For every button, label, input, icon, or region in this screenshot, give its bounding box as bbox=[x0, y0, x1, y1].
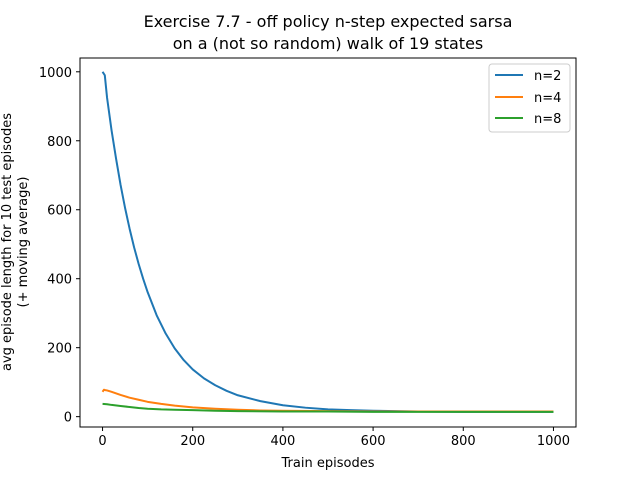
legend-label-n4: n=4 bbox=[534, 91, 561, 106]
x-tick-label: 200 bbox=[180, 434, 205, 449]
x-tick-label: 800 bbox=[451, 434, 476, 449]
y-tick-label: 400 bbox=[47, 273, 72, 288]
legend-label-n2: n=2 bbox=[534, 69, 561, 84]
y-tick-label: 600 bbox=[47, 204, 72, 219]
plot-series bbox=[101, 71, 554, 413]
x-tick-label: 1000 bbox=[537, 434, 570, 449]
chart-title-line-2: on a (not so random) walk of 19 states bbox=[173, 34, 484, 53]
x-axis-label: Train episodes bbox=[281, 456, 375, 471]
y-tick-label: 1000 bbox=[39, 66, 72, 81]
chart-title-line-1: Exercise 7.7 - off policy n-step expecte… bbox=[144, 12, 513, 31]
series-line-n8 bbox=[102, 402, 554, 413]
legend-label-n8: n=8 bbox=[534, 112, 561, 127]
y-tick-label: 800 bbox=[47, 135, 72, 150]
plot-frame bbox=[79, 57, 577, 428]
x-tick-label: 0 bbox=[98, 434, 106, 449]
y-axis-label-line-1: avg episode length for 10 test episodes bbox=[0, 113, 15, 371]
y-axis-label-line-2: (+ moving average) bbox=[16, 177, 31, 308]
y-tick-label: 200 bbox=[47, 342, 72, 357]
legend: n=2 n=4 n=8 bbox=[488, 63, 571, 133]
x-axis-ticks: 0 200 400 600 800 1000 bbox=[98, 427, 570, 449]
x-tick-label: 600 bbox=[361, 434, 386, 449]
y-axis-ticks: 0 200 400 600 800 1000 bbox=[39, 66, 80, 426]
legend-box bbox=[488, 63, 571, 133]
x-tick-label: 400 bbox=[270, 434, 295, 449]
series-line-n2 bbox=[101, 71, 554, 413]
y-tick-label: 0 bbox=[64, 411, 72, 426]
